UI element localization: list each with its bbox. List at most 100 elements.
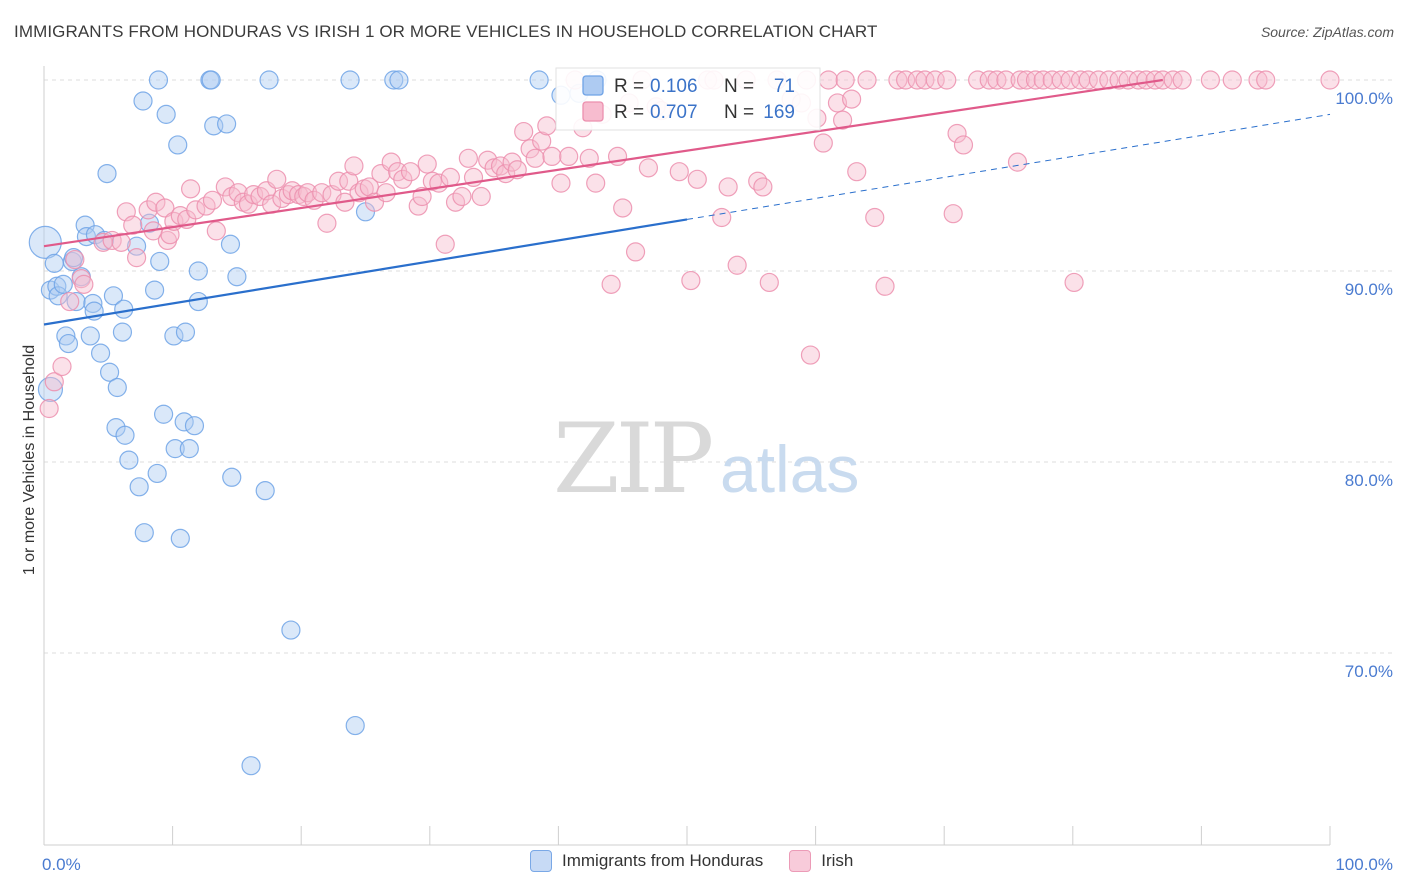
honduras-point xyxy=(150,251,170,272)
y-tick-label: 90.0% xyxy=(1345,280,1393,299)
irish-point xyxy=(298,183,318,203)
irish-point xyxy=(532,131,552,151)
honduras-point xyxy=(174,412,194,432)
irish-point xyxy=(514,121,534,142)
irish-point xyxy=(827,93,848,113)
x-tick-label: 0.0% xyxy=(42,855,81,874)
irish-point xyxy=(687,169,707,189)
n-label: N = xyxy=(724,76,754,97)
legend-swatch-irish xyxy=(789,850,812,872)
irish-point xyxy=(458,148,478,168)
honduras-point xyxy=(148,70,169,90)
irish-point xyxy=(60,291,80,312)
irish-point xyxy=(52,356,72,377)
honduras-point xyxy=(164,326,184,346)
honduras-point xyxy=(217,114,237,134)
irish-point xyxy=(452,186,472,207)
irish-point xyxy=(111,232,131,252)
irish-point xyxy=(847,162,867,182)
source-credit: Source: ZipAtlas.com xyxy=(1260,24,1394,40)
irish-point xyxy=(400,162,421,182)
irish-point xyxy=(520,139,540,159)
legend-label-honduras: Immigrants from Honduras xyxy=(562,851,764,870)
irish-point xyxy=(408,196,428,216)
irish-point xyxy=(813,133,833,153)
honduras-point xyxy=(259,70,279,90)
honduras-point xyxy=(201,70,221,90)
irish-point xyxy=(417,154,437,174)
irish-point xyxy=(267,169,287,189)
y-tick-label: 80.0% xyxy=(1345,471,1393,490)
irish-point xyxy=(842,89,862,109)
honduras-point xyxy=(179,439,199,459)
honduras-point xyxy=(107,377,127,398)
irish-point xyxy=(748,171,768,191)
honduras-point xyxy=(56,326,76,346)
honduras-trendline-extension xyxy=(686,113,1331,220)
irish-point xyxy=(294,186,314,207)
honduras-point xyxy=(80,326,100,346)
irish-point xyxy=(328,171,349,191)
honduras-point xyxy=(220,234,241,254)
honduras-point xyxy=(97,163,117,184)
irish-point xyxy=(1256,70,1276,90)
irish-point xyxy=(238,194,259,214)
honduras-point xyxy=(112,322,133,342)
irish-trendline xyxy=(43,78,1163,248)
irish-point xyxy=(875,276,895,296)
watermark-zip: ZIP xyxy=(553,403,712,515)
irish-point xyxy=(586,173,606,193)
irish-point xyxy=(818,70,839,90)
honduras-point xyxy=(165,439,185,459)
irish-point xyxy=(753,177,773,197)
irish-point xyxy=(979,70,999,90)
y-tick-label: 100.0% xyxy=(1335,89,1393,108)
legend-item-honduras[interactable]: Immigrants from Honduras xyxy=(530,850,763,872)
honduras-point xyxy=(384,70,404,90)
honduras-trendline xyxy=(43,218,688,326)
irish-point xyxy=(186,200,206,220)
stats-swatch-honduras xyxy=(582,75,604,96)
honduras-point xyxy=(345,715,365,736)
honduras-point xyxy=(133,91,153,111)
r-label: R = xyxy=(614,102,644,123)
irish-point xyxy=(525,148,545,168)
honduras-point xyxy=(83,293,103,314)
irish-point xyxy=(74,274,94,294)
honduras-point xyxy=(241,756,261,776)
irish-point xyxy=(381,152,401,172)
irish-point xyxy=(317,213,337,233)
irish-point xyxy=(1222,70,1242,90)
honduras-point xyxy=(227,267,247,287)
irish-point xyxy=(202,190,223,210)
irish-point xyxy=(471,186,491,207)
irish-point xyxy=(579,148,599,168)
irish-point xyxy=(559,146,579,166)
irish-point xyxy=(727,255,747,275)
honduras-point xyxy=(129,477,149,497)
irish-point xyxy=(1007,152,1028,172)
irish-point xyxy=(155,198,175,218)
legend-swatch-honduras xyxy=(530,850,552,872)
irish-point xyxy=(1200,70,1221,90)
irish-point xyxy=(947,123,967,144)
honduras-point xyxy=(66,291,86,312)
legend-item-irish[interactable]: Irish xyxy=(789,850,853,872)
irish-point xyxy=(349,183,369,203)
irish-point xyxy=(943,204,963,224)
honduras-point xyxy=(28,225,62,259)
irish-point xyxy=(1025,70,1046,90)
stats-swatch-irish xyxy=(582,101,604,122)
irish-point xyxy=(435,234,455,254)
irish-point xyxy=(278,185,298,205)
irish-point xyxy=(1248,70,1268,90)
n-value: 169 xyxy=(763,102,795,123)
irish-point xyxy=(344,156,364,176)
irish-point xyxy=(123,215,143,235)
irish-point xyxy=(376,183,396,203)
irish-point xyxy=(39,398,59,419)
n-label: N = xyxy=(724,102,754,123)
honduras-point xyxy=(529,70,549,90)
chart-title: IMMIGRANTS FROM HONDURAS VS IRISH 1 OR M… xyxy=(14,22,878,41)
